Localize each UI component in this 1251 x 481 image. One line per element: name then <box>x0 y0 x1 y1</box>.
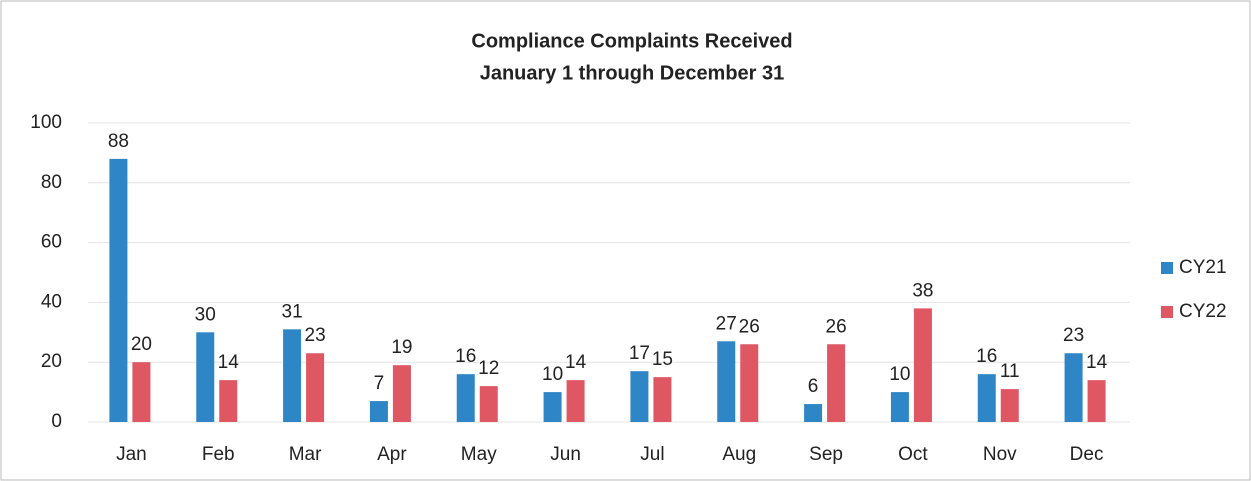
bar <box>369 401 388 422</box>
legend-label: CY21 <box>1179 257 1227 278</box>
value-label: 23 <box>1063 325 1084 346</box>
x-tick-label: Sep <box>809 444 843 465</box>
y-tick-label: 20 <box>41 351 62 372</box>
value-label: 31 <box>282 301 303 322</box>
bar <box>543 392 562 422</box>
bar <box>1064 353 1083 422</box>
value-label: 26 <box>826 316 847 337</box>
bar <box>566 380 585 422</box>
value-label: 10 <box>542 364 563 385</box>
x-tick-label: Aug <box>722 444 756 465</box>
value-label: 27 <box>716 313 737 334</box>
value-label: 26 <box>739 316 760 337</box>
bar <box>804 404 823 422</box>
bar <box>132 362 151 422</box>
value-label: 15 <box>652 349 673 370</box>
x-tick-label: Apr <box>377 444 407 465</box>
bar <box>977 374 996 422</box>
x-tick-label: Jan <box>116 444 147 465</box>
bar <box>456 374 475 422</box>
value-label: 16 <box>455 346 476 367</box>
x-tick-label: Dec <box>1070 444 1104 465</box>
value-label: 11 <box>1000 361 1020 382</box>
bar <box>717 341 736 422</box>
value-label: 16 <box>976 346 997 367</box>
value-label: 10 <box>889 364 910 385</box>
bar <box>479 386 498 422</box>
y-tick-label: 60 <box>41 232 62 253</box>
value-label: 12 <box>478 358 499 379</box>
bar <box>890 392 909 422</box>
x-tick-label: Jul <box>640 444 664 465</box>
bar <box>827 344 846 422</box>
value-label: 20 <box>131 334 152 355</box>
legend-swatch <box>1161 262 1173 274</box>
bar <box>283 329 302 422</box>
legend-swatch <box>1161 306 1173 318</box>
value-label: 14 <box>1086 352 1108 373</box>
value-label: 6 <box>808 376 819 397</box>
legend-label: CY22 <box>1179 301 1227 322</box>
x-tick-label: Nov <box>983 444 1017 465</box>
y-tick-label: 80 <box>41 172 62 193</box>
bar <box>653 377 672 422</box>
value-label: 14 <box>565 352 587 373</box>
y-tick-label: 40 <box>41 291 62 312</box>
bar <box>306 353 325 422</box>
x-tick-label: Mar <box>289 444 322 465</box>
bar <box>1000 389 1019 422</box>
bar <box>740 344 759 422</box>
bar <box>109 158 128 422</box>
value-label: 14 <box>218 352 240 373</box>
bar <box>219 380 238 422</box>
value-label: 23 <box>305 325 326 346</box>
value-label: 7 <box>374 373 385 394</box>
bar <box>392 365 411 422</box>
x-tick-label: May <box>461 444 497 465</box>
bar <box>1087 380 1106 422</box>
y-tick-label: 100 <box>30 112 62 133</box>
value-label: 38 <box>912 280 933 301</box>
value-label: 88 <box>108 131 129 152</box>
chart-title: Compliance Complaints Received <box>471 30 792 52</box>
value-label: 30 <box>195 304 216 325</box>
chart-subtitle: January 1 through December 31 <box>480 62 785 84</box>
value-label: 19 <box>391 337 412 358</box>
bar <box>913 308 932 422</box>
value-label: 17 <box>629 343 650 364</box>
bar <box>630 371 649 422</box>
x-tick-label: Feb <box>202 444 235 465</box>
x-tick-label: Jun <box>550 444 581 465</box>
bar <box>196 332 215 422</box>
y-tick-label: 0 <box>51 411 62 432</box>
x-tick-label: Oct <box>898 444 928 465</box>
